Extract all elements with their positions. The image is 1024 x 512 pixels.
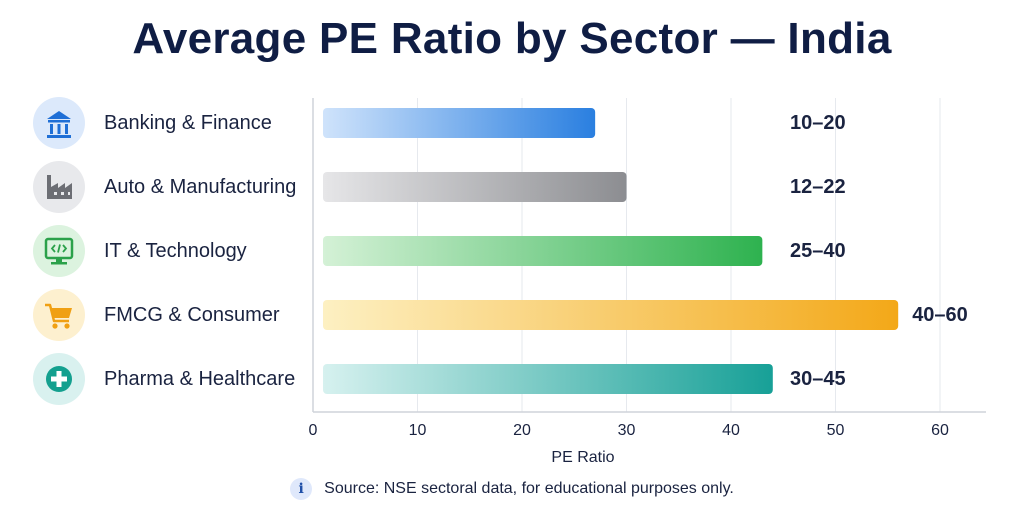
medical-cross-icon	[33, 353, 85, 405]
info-icon: i	[290, 478, 313, 500]
range-label: 10–20	[790, 112, 846, 134]
category-label: Pharma & Healthcare	[104, 368, 296, 390]
footnote-text: Source: NSE sectoral data, for education…	[324, 480, 734, 497]
x-tick-label: 20	[513, 422, 531, 439]
category-label: FMCG & Consumer	[104, 304, 280, 326]
category-label: Banking & Finance	[104, 112, 272, 134]
x-axis-label: PE Ratio	[551, 449, 615, 466]
range-label: 40–60	[912, 304, 968, 326]
factory-icon	[33, 161, 85, 213]
range-label: 25–40	[790, 240, 846, 262]
bank-icon	[33, 97, 85, 149]
x-tick-label: 40	[722, 422, 740, 439]
source-footnote: i Source: NSE sectoral data, for educatio…	[0, 478, 1024, 500]
bar	[323, 236, 763, 266]
x-tick-label: 0	[308, 422, 318, 439]
x-tick-label: 60	[931, 422, 949, 439]
category-label: Auto & Manufacturing	[104, 176, 297, 198]
range-label: 30–45	[790, 368, 846, 390]
range-label: 12–22	[790, 176, 846, 198]
bar	[323, 364, 773, 394]
x-tick-label: 10	[408, 422, 427, 439]
bar	[323, 108, 596, 138]
x-tick-label: 30	[617, 422, 636, 439]
bar	[323, 300, 899, 330]
category-label: IT & Technology	[104, 240, 247, 262]
monitor-code-icon	[33, 225, 85, 277]
bar	[323, 172, 627, 202]
chart-title: Average PE Ratio by Sector — India	[132, 14, 892, 63]
shopping-cart-icon	[33, 289, 85, 341]
x-tick-label: 50	[826, 422, 845, 439]
